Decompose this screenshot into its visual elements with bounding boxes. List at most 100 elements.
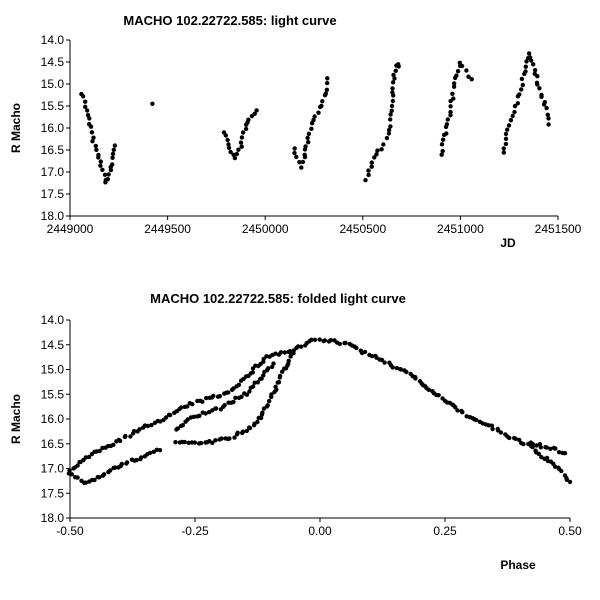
data-point bbox=[452, 81, 457, 86]
data-point bbox=[175, 426, 181, 431]
data-point bbox=[515, 101, 520, 106]
data-point bbox=[94, 147, 99, 152]
series-season-4 bbox=[363, 62, 401, 183]
data-point bbox=[192, 440, 197, 445]
data-point bbox=[213, 406, 219, 411]
data-point bbox=[119, 461, 125, 467]
data-point bbox=[291, 351, 296, 356]
y-axis-label: R Macho bbox=[9, 394, 23, 444]
data-point bbox=[292, 150, 297, 156]
data-point bbox=[362, 349, 368, 355]
data-point bbox=[366, 172, 371, 178]
data-point bbox=[390, 365, 395, 370]
x-axis-label: JD bbox=[500, 236, 516, 250]
data-point bbox=[240, 429, 246, 434]
data-point bbox=[337, 341, 342, 347]
data-point bbox=[113, 465, 118, 470]
data-point bbox=[311, 117, 316, 123]
data-point bbox=[239, 144, 244, 149]
data-point bbox=[271, 361, 276, 366]
data-point bbox=[83, 455, 89, 460]
data-point bbox=[100, 167, 105, 172]
data-point bbox=[90, 139, 95, 144]
data-point bbox=[157, 448, 163, 453]
data-point bbox=[269, 364, 275, 370]
data-point bbox=[149, 422, 154, 428]
data-point bbox=[382, 360, 387, 365]
data-point bbox=[459, 63, 465, 69]
y-tick-label: 17.0 bbox=[41, 462, 65, 476]
data-point bbox=[185, 404, 190, 409]
data-point bbox=[269, 392, 274, 397]
y-tick-label: 16.0 bbox=[41, 412, 65, 426]
data-point bbox=[457, 60, 462, 65]
data-point bbox=[234, 151, 239, 157]
data-point bbox=[404, 369, 409, 375]
data-point bbox=[255, 380, 260, 385]
data-point bbox=[535, 82, 540, 87]
data-point bbox=[87, 116, 92, 121]
data-point bbox=[139, 455, 144, 460]
data-point bbox=[240, 130, 246, 135]
series-declining bbox=[317, 337, 573, 485]
data-point bbox=[552, 464, 558, 469]
data-point bbox=[180, 423, 185, 428]
data-point bbox=[246, 117, 251, 122]
data-point bbox=[451, 96, 456, 101]
data-point bbox=[448, 104, 453, 109]
data-point bbox=[369, 353, 375, 359]
data-point bbox=[300, 159, 306, 165]
series-season-6 bbox=[501, 51, 551, 155]
data-point bbox=[374, 152, 379, 157]
data-point bbox=[426, 387, 431, 392]
data-point bbox=[276, 380, 282, 385]
y-tick-label: 14.0 bbox=[41, 33, 65, 47]
data-point bbox=[394, 365, 399, 371]
data-point bbox=[97, 448, 102, 454]
data-point bbox=[546, 116, 551, 121]
data-point bbox=[369, 160, 374, 165]
series-isolated bbox=[150, 101, 155, 107]
data-point bbox=[440, 148, 445, 154]
data-point bbox=[498, 430, 504, 435]
data-point bbox=[252, 111, 257, 117]
data-point bbox=[223, 133, 228, 138]
series-season-5 bbox=[439, 60, 474, 157]
data-point bbox=[328, 338, 334, 343]
data-point bbox=[505, 127, 510, 132]
data-point bbox=[503, 141, 509, 147]
data-point bbox=[111, 442, 116, 447]
data-point bbox=[503, 131, 509, 137]
y-tick-label: 14.5 bbox=[41, 55, 65, 69]
data-point bbox=[369, 164, 374, 169]
data-point bbox=[226, 390, 231, 395]
data-point bbox=[110, 151, 116, 156]
chart-title: MACHO 102.22722.585: light curve bbox=[123, 13, 336, 28]
data-point bbox=[455, 408, 460, 413]
y-tick-label: 16.5 bbox=[41, 437, 65, 451]
x-tick-label: 2451500 bbox=[535, 222, 582, 236]
data-point bbox=[541, 102, 547, 107]
x-tick-label: 2450000 bbox=[242, 222, 289, 236]
data-point bbox=[520, 82, 525, 88]
data-point bbox=[375, 148, 380, 153]
y-tick-label: 14.5 bbox=[41, 338, 65, 352]
data-point bbox=[386, 127, 392, 133]
data-point bbox=[204, 395, 209, 401]
x-tick-label: 2449500 bbox=[144, 222, 191, 236]
data-point bbox=[163, 415, 169, 420]
series-rising-middle bbox=[174, 361, 276, 432]
data-point bbox=[390, 86, 395, 91]
data-point bbox=[306, 131, 312, 136]
data-point bbox=[255, 419, 260, 425]
data-point bbox=[448, 113, 453, 118]
data-point bbox=[379, 147, 384, 152]
data-point bbox=[236, 382, 242, 387]
data-point bbox=[247, 425, 253, 431]
x-tick-label: 0.00 bbox=[308, 524, 332, 538]
data-point bbox=[210, 440, 215, 445]
data-point bbox=[325, 76, 330, 81]
data-point bbox=[105, 177, 111, 182]
data-point bbox=[450, 91, 455, 97]
